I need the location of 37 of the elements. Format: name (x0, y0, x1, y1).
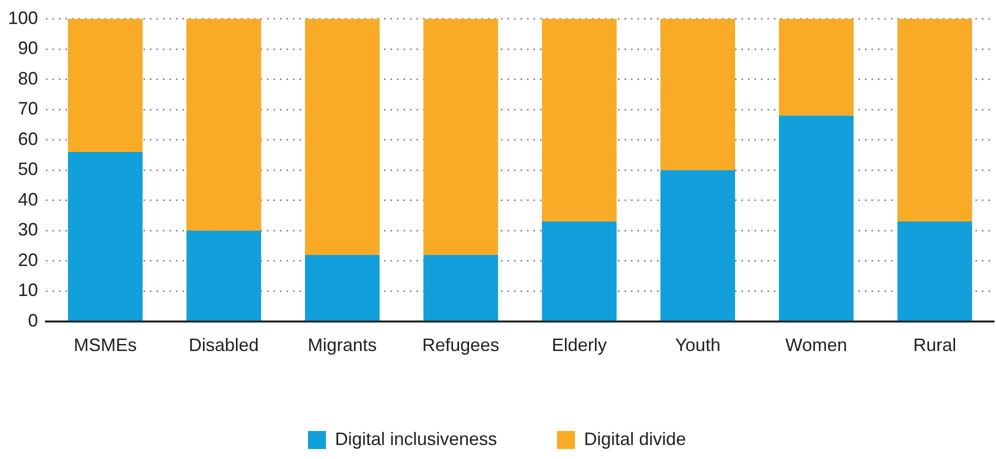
bar (660, 170, 736, 321)
x-tick-label: Elderly (552, 335, 607, 356)
x-tick-label: MSMEs (74, 335, 137, 356)
bar (542, 222, 617, 321)
legend-label: Digital inclusiveness (334, 428, 498, 449)
legend-label: Digital divide (584, 428, 686, 449)
x-tick-label: Youth (675, 335, 720, 356)
bar (542, 18, 617, 222)
y-tick-label: 30 (18, 220, 38, 240)
bar (778, 116, 854, 321)
bar (778, 18, 854, 116)
x-tick-label: Disabled (188, 335, 259, 356)
bar (897, 18, 972, 222)
y-tick-label: 90 (18, 38, 38, 58)
x-tick-label: Women (785, 335, 848, 356)
x-tick-label: Refugees (422, 335, 500, 356)
bar (897, 222, 972, 321)
y-tick-label: 100 (8, 8, 38, 28)
y-tick-label: 60 (18, 128, 38, 149)
y-tick-label: 0 (28, 310, 38, 330)
y-tick-label: 70 (18, 98, 38, 119)
bar (186, 230, 262, 321)
bar (304, 254, 380, 321)
bar (423, 18, 498, 255)
bar (304, 18, 380, 255)
x-tick-label: Rural (913, 335, 956, 356)
x-tick-label: Migrants (308, 335, 377, 356)
bar (68, 152, 143, 321)
y-tick-label: 40 (18, 189, 38, 210)
y-tick-label: 10 (18, 280, 38, 300)
y-tick-label: 80 (18, 68, 38, 88)
y-tick-label: 20 (18, 250, 38, 270)
bar (423, 254, 498, 321)
bar (186, 18, 262, 231)
bar (660, 18, 736, 170)
y-tick-label: 50 (18, 159, 38, 180)
bar (68, 18, 143, 152)
